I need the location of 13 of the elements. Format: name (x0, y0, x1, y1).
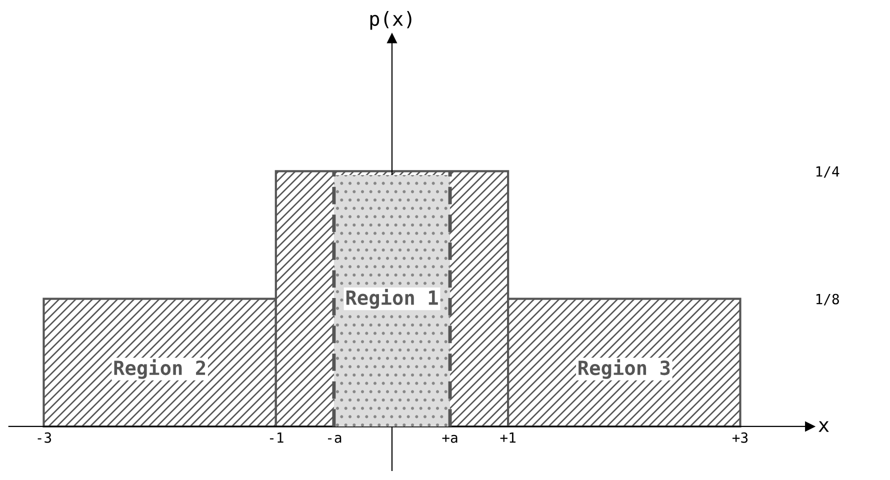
annotation: Region 1 (346, 288, 438, 309)
x-tick-label: +a (442, 434, 458, 443)
x-axis-title: x (818, 421, 829, 432)
annotation: Region 2 (114, 359, 206, 379)
x-tick-label: +3 (732, 432, 748, 443)
x-tick-label: -1 (270, 432, 284, 443)
y-tick-label: 1/4 (816, 166, 840, 178)
x-tick-label: -3 (38, 432, 52, 443)
y-axis-title: p(x) (370, 10, 412, 30)
y-tick-label: 1/8 (816, 294, 839, 306)
x-tick-label: +1 (500, 432, 516, 443)
annotation: Region 3 (578, 359, 670, 379)
x-tick-label: -a (328, 434, 342, 443)
